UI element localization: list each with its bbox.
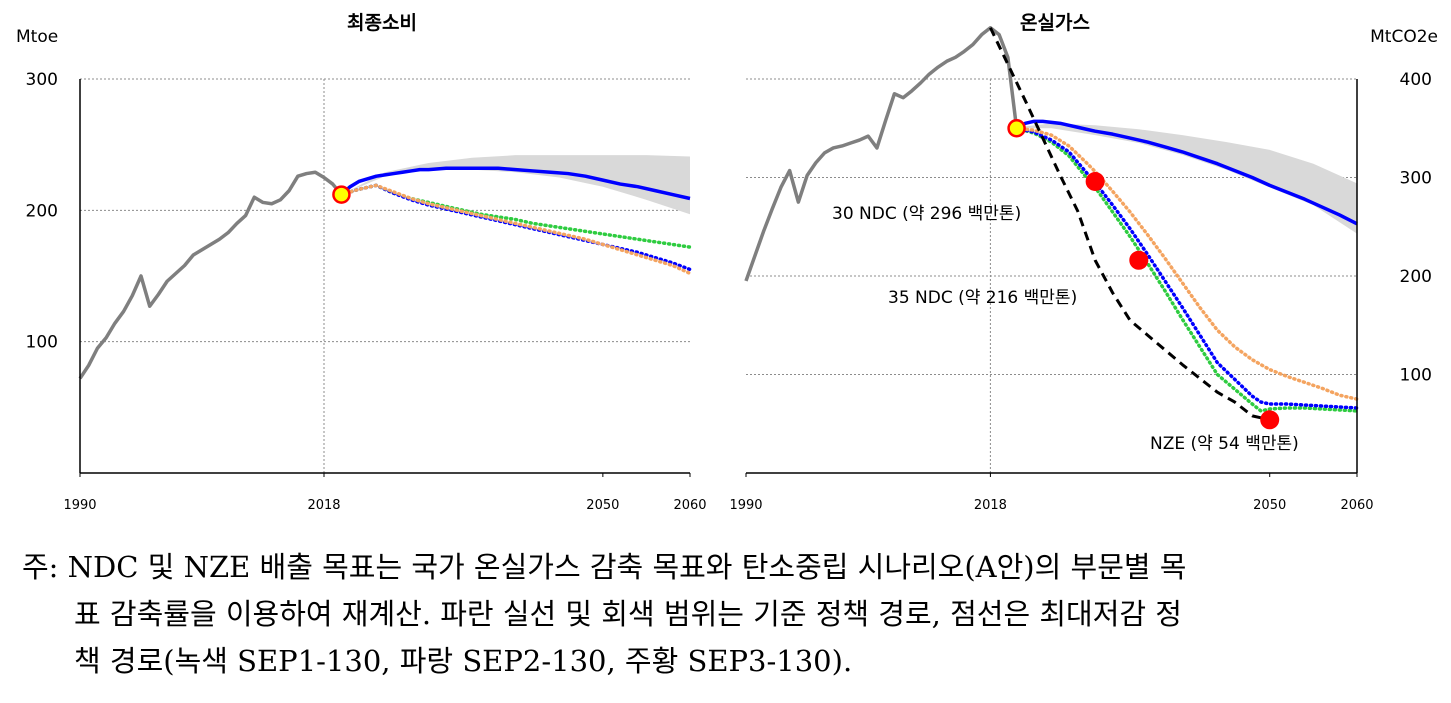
- series-lines: [78, 166, 692, 380]
- x-tick-label: 1990: [63, 498, 96, 513]
- x-tick-label: 2050: [586, 498, 619, 513]
- series-lines: [744, 26, 1359, 422]
- data-marker: [1085, 171, 1105, 191]
- gridlines: [746, 78, 1357, 473]
- range-band: [341, 155, 690, 215]
- y-tick-label: 300: [1400, 169, 1432, 189]
- markers: [1007, 119, 1280, 430]
- series-line-5: [339, 183, 692, 276]
- series-line-1: [744, 26, 1019, 282]
- axes: 100 200 300 1990 2018 2050 2060: [26, 70, 707, 513]
- y-tick-label: 100: [1400, 366, 1432, 386]
- series-line-3: [1014, 126, 1359, 413]
- chart-title: 온실가스: [1020, 12, 1090, 34]
- baseline-range-band: [1007, 123, 1357, 234]
- y-tick-label: 200: [26, 201, 58, 221]
- series-line-6: [989, 27, 1271, 422]
- series-line-5: [1014, 126, 1359, 401]
- x-tick-label: 2018: [974, 498, 1007, 513]
- baseline-range-band: [341, 155, 690, 215]
- axes: 100 200 300 400 1990 2018 2050 2060: [729, 70, 1432, 513]
- range-band: [1007, 123, 1357, 234]
- y-tick-label: 300: [26, 70, 58, 90]
- markers: [332, 185, 351, 204]
- data-marker: [1129, 250, 1149, 270]
- series-line-1: [78, 170, 343, 380]
- footnote-line: 표 감축률을 이용하여 재계산. 파란 실선 및 회색 범위는 기준 정책 경로…: [74, 597, 1182, 631]
- chart-ghg-emissions: 온실가스 MtCO2e 100 200 300 400 1990 2018 2050 2060…: [729, 12, 1438, 513]
- gridlines: [80, 78, 690, 473]
- footnote-line: 주: NDC 및 NZE 배출 목표는 국가 온실가스 감축 목표와 탄소중립 …: [22, 550, 1187, 584]
- figure: 최종소비 Mtoe 100 200 300 1990 2018 2050 2060 온실가스…: [16, 12, 1438, 513]
- y-axis-unit: Mtoe: [16, 27, 58, 47]
- y-tick-label: 400: [1400, 70, 1432, 90]
- data-marker: [1260, 410, 1280, 430]
- y-tick-label: 100: [26, 333, 58, 353]
- chart-final-consumption: 최종소비 Mtoe 100 200 300 1990 2018 2050 2060: [16, 12, 707, 513]
- y-axis-unit: MtCO2e: [1370, 27, 1438, 47]
- series-line-2: [1015, 119, 1358, 226]
- x-tick-label: 1990: [729, 498, 762, 513]
- x-tick-label: 2050: [1253, 498, 1286, 513]
- series-line-4: [339, 183, 692, 272]
- annotation-30-ndc: 30 NDC (약 296 백만톤): [832, 204, 1021, 224]
- series-line-4: [1014, 126, 1359, 410]
- y-tick-label: 200: [1400, 267, 1432, 287]
- data-marker: [1007, 119, 1026, 138]
- x-tick-label: 2060: [1340, 498, 1373, 513]
- annotation-35-ndc: 35 NDC (약 216 백만톤): [888, 288, 1077, 308]
- x-tick-label: 2060: [673, 498, 706, 513]
- chart-title: 최종소비: [347, 12, 417, 34]
- series-line-2: [340, 166, 691, 201]
- footnote-line: 책 경로(녹색 SEP1-130, 파랑 SEP2-130, 주황 SEP3-1…: [74, 644, 853, 678]
- x-tick-label: 2018: [307, 498, 340, 513]
- footnote: 주: NDC 및 NZE 배출 목표는 국가 온실가스 감축 목표와 탄소중립 …: [22, 544, 1442, 685]
- annotation-nze: NZE (약 54 백만톤): [1150, 434, 1299, 454]
- data-marker: [332, 185, 351, 204]
